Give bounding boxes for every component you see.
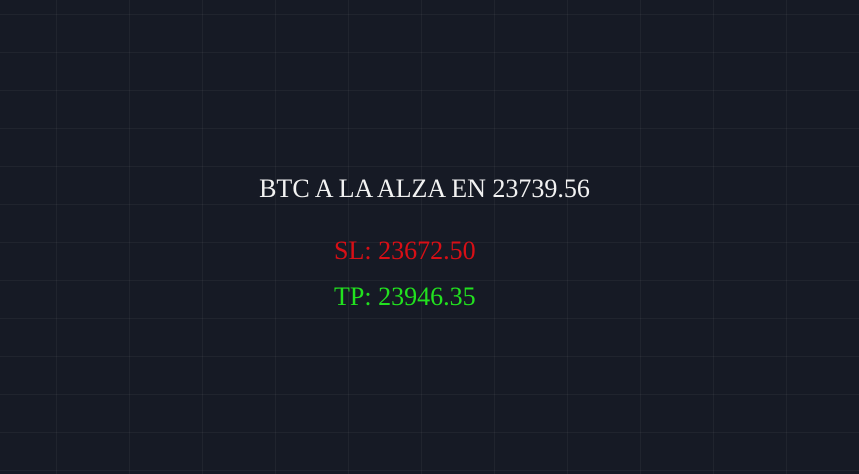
take-profit-label: TP: 23946.35 [334, 282, 476, 311]
signal-headline: BTC A LA ALZA EN 23739.56 [259, 174, 590, 203]
stop-loss-label: SL: 23672.50 [334, 236, 476, 265]
